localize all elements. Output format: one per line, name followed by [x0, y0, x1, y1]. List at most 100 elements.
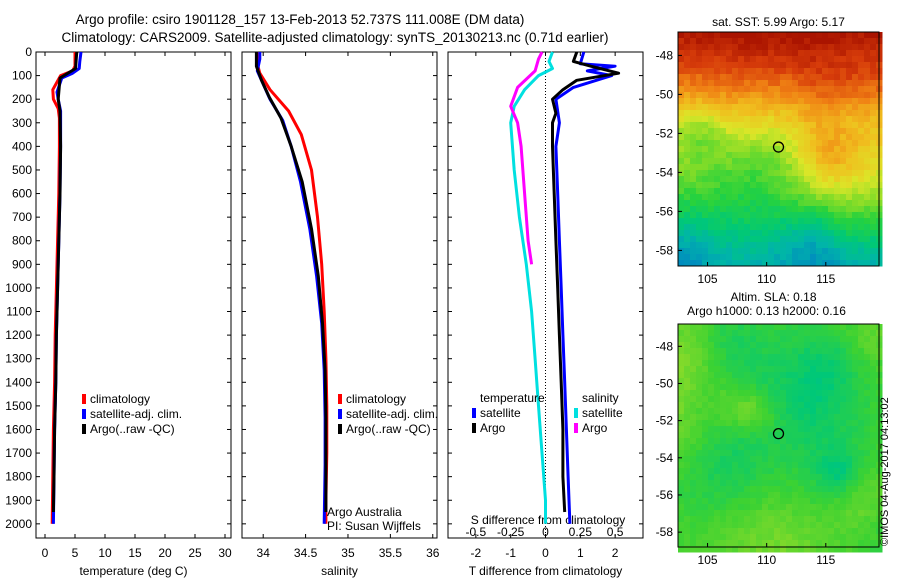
- map-cell: [702, 456, 709, 463]
- map-cell: [840, 384, 847, 391]
- map-cell: [684, 50, 691, 57]
- map-cell: [834, 32, 841, 39]
- map-cell: [732, 62, 739, 69]
- map-cell: [696, 188, 703, 195]
- map-cell: [696, 248, 703, 255]
- map-cell: [852, 438, 859, 445]
- map-cell: [780, 444, 787, 451]
- map-cell: [798, 80, 805, 87]
- map-cell: [678, 384, 685, 391]
- map-cell: [750, 342, 757, 349]
- map-cell: [762, 324, 769, 331]
- map-cell: [852, 182, 859, 189]
- map-cell: [768, 260, 775, 267]
- map-cell: [792, 402, 799, 409]
- map-cell: [798, 504, 805, 511]
- map-cell: [714, 86, 721, 93]
- map-cell: [684, 540, 691, 547]
- map-cell: [756, 206, 763, 213]
- map-cell: [732, 242, 739, 249]
- map-cell: [840, 104, 847, 111]
- map-cell: [756, 38, 763, 45]
- map-cell: [828, 212, 835, 219]
- map-cell: [846, 438, 853, 445]
- map-cell: [786, 50, 793, 57]
- map-cell: [732, 74, 739, 81]
- map-cell: [870, 348, 877, 355]
- map-cell: [810, 384, 817, 391]
- map-cell: [798, 116, 805, 123]
- map-cell: [708, 74, 715, 81]
- map-cell: [858, 534, 865, 541]
- map-cell: [858, 98, 865, 105]
- map-cell: [792, 182, 799, 189]
- map-cell: [714, 116, 721, 123]
- map-cell: [696, 80, 703, 87]
- map-cell: [708, 402, 715, 409]
- map-cell: [726, 230, 733, 237]
- map-cell: [846, 474, 853, 481]
- map-cell: [786, 32, 793, 39]
- map-field: [678, 32, 883, 267]
- map-cell: [798, 402, 805, 409]
- map-cell: [834, 224, 841, 231]
- map-cell: [702, 432, 709, 439]
- map-cell: [714, 188, 721, 195]
- map-cell: [828, 390, 835, 397]
- map-cell: [846, 426, 853, 433]
- map-cell: [828, 62, 835, 69]
- map-cell: [870, 56, 877, 63]
- map-cell: [774, 528, 781, 535]
- map-cell: [732, 260, 739, 267]
- map-cell: [798, 534, 805, 541]
- map-cell: [720, 324, 727, 331]
- map-cell: [846, 230, 853, 237]
- map-cell: [780, 330, 787, 337]
- map-cell: [846, 540, 853, 547]
- map-cell: [726, 378, 733, 385]
- map-cell: [822, 38, 829, 45]
- map-cell: [714, 32, 721, 39]
- map-cell: [870, 372, 877, 379]
- map-cell: [858, 92, 865, 99]
- map-cell: [726, 110, 733, 117]
- map-cell: [762, 402, 769, 409]
- depth-tick-label: 1900: [5, 493, 32, 507]
- map-cell: [798, 38, 805, 45]
- map-cell: [720, 546, 727, 553]
- map-cell: [858, 128, 865, 135]
- map-cell: [822, 152, 829, 159]
- map-cell: [840, 116, 847, 123]
- map-cell: [786, 504, 793, 511]
- map-cell: [822, 426, 829, 433]
- map-cell: [756, 68, 763, 75]
- depth-tick-label: 1500: [5, 399, 32, 413]
- map-cell: [798, 378, 805, 385]
- map-cell: [858, 384, 865, 391]
- map-cell: [870, 230, 877, 237]
- map-cell: [714, 236, 721, 243]
- map-cell: [804, 426, 811, 433]
- map-cell: [840, 230, 847, 237]
- map-cell: [810, 438, 817, 445]
- map-cell: [816, 408, 823, 415]
- map-cell: [816, 134, 823, 141]
- map-cell: [780, 224, 787, 231]
- map-cell: [774, 236, 781, 243]
- map-cell: [834, 534, 841, 541]
- map-cell: [684, 176, 691, 183]
- map-cell: [684, 414, 691, 421]
- map-cell: [834, 324, 841, 331]
- map-cell: [852, 164, 859, 171]
- map-cell: [852, 516, 859, 523]
- map-cell: [792, 528, 799, 535]
- map-cell: [738, 450, 745, 457]
- map-cell: [678, 164, 685, 171]
- map-cell: [726, 140, 733, 147]
- map-cell: [864, 486, 871, 493]
- map-cell: [762, 236, 769, 243]
- map-cell: [822, 498, 829, 505]
- depth-tick-label: 1600: [5, 422, 32, 436]
- map-cell: [840, 486, 847, 493]
- map-cell: [768, 140, 775, 147]
